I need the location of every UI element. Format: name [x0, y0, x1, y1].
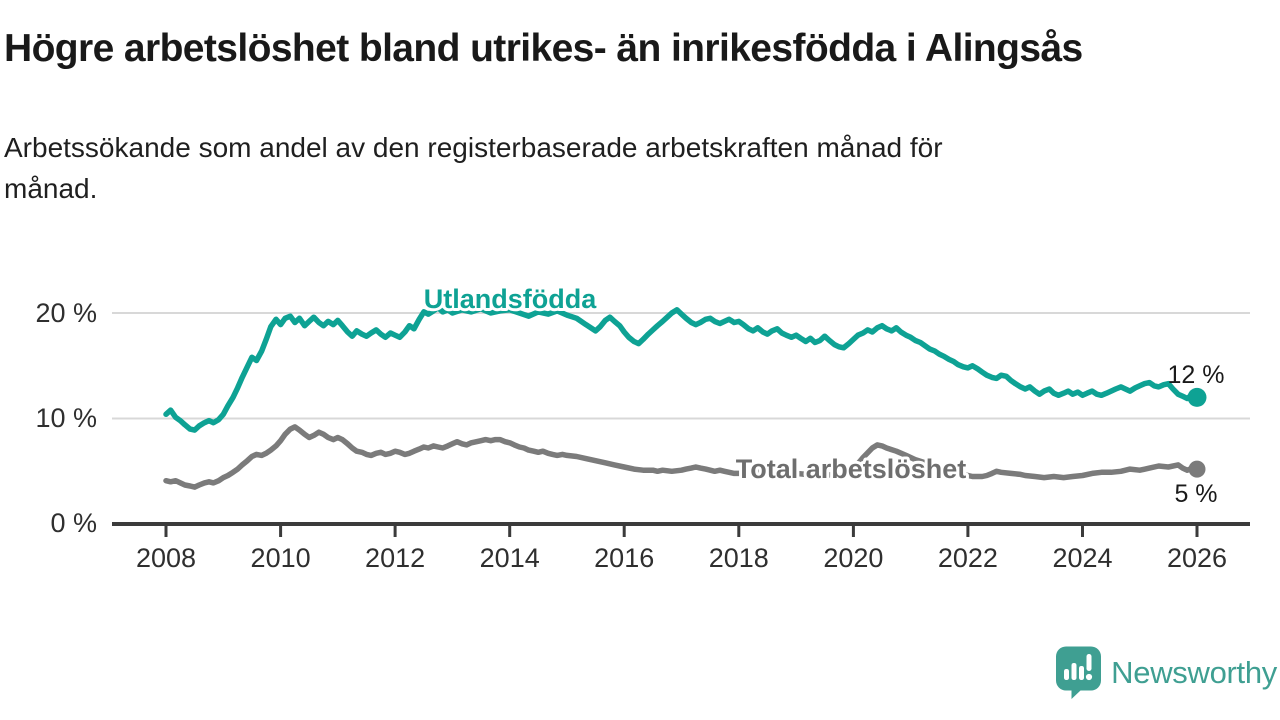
utlandsfodda-label: Utlandsfödda	[424, 284, 597, 314]
x-tick-label-2022: 2022	[938, 543, 998, 573]
x-axis-ticks: 2008 2010 2012 2014 2016 2018 2020 2022 2024 2026	[136, 524, 1227, 573]
total-arbetsloshet-line	[163, 424, 1200, 490]
gridlines	[112, 312, 1250, 420]
total-arbetsloshet-label: Total arbetslöshet	[736, 454, 967, 484]
x-tick-label-2008: 2008	[136, 543, 196, 573]
x-tick-label-2018: 2018	[709, 543, 769, 573]
x-tick-label-2010: 2010	[251, 543, 311, 573]
total-arbetsloshet-end-dot	[1188, 460, 1206, 478]
x-tick-label-2026: 2026	[1167, 543, 1227, 573]
x-tick-label-2024: 2024	[1052, 543, 1112, 573]
bar-2	[1071, 663, 1077, 680]
page-title: Högre arbetslöshet bland utrikes- än inr…	[4, 27, 1083, 70]
utlandsfodda-end-dot	[1187, 387, 1207, 407]
exclamation-dot	[1086, 673, 1093, 681]
x-tick-label-2020: 2020	[823, 543, 883, 573]
newsworthy-logo: Newsworthy	[1055, 646, 1277, 699]
y-tick-label-20: 20 %	[35, 298, 97, 328]
total-arbetsloshet-end-label: 5 %	[1174, 480, 1217, 508]
page-subtitle-line1: Arbetssökande som andel av den registerb…	[4, 132, 943, 163]
bar-chart-glyph	[1064, 654, 1093, 681]
utlandsfodda-line	[163, 304, 1200, 433]
y-axis-labels: 20 % 10 % 0 %	[35, 298, 97, 538]
x-tick-label-2016: 2016	[594, 543, 654, 573]
page-subtitle: Arbetssökande som andel av den registerb…	[4, 127, 1204, 209]
x-tick-label-2014: 2014	[480, 543, 540, 573]
bar-1	[1064, 669, 1070, 680]
newsworthy-logo-text: Newsworthy	[1111, 654, 1277, 690]
y-tick-label-0: 0 %	[50, 508, 97, 538]
y-tick-label-10: 10 %	[35, 403, 97, 433]
utlandsfodda-end-label: 12 %	[1168, 361, 1225, 389]
speech-bubble-shape	[1056, 646, 1102, 699]
bar-3	[1079, 666, 1085, 680]
exclamation-bar	[1086, 654, 1092, 671]
newsworthy-logo-icon	[1056, 646, 1102, 699]
page-subtitle-line2: månad.	[4, 173, 98, 204]
x-tick-label-2012: 2012	[365, 543, 425, 573]
